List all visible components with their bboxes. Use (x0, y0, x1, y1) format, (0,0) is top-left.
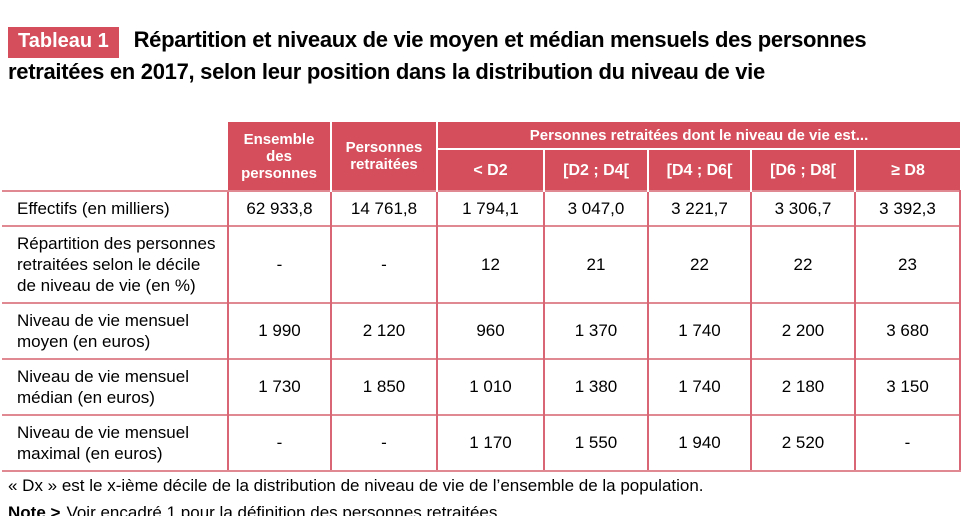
table-cell: 960 (436, 302, 544, 359)
table-cell: 3 221,7 (647, 190, 751, 226)
footnote-definition: « Dx » est le x-ième décile de la distri… (8, 476, 704, 495)
col-header-decile-1: < D2 (436, 149, 544, 191)
table-cell: 2 180 (750, 358, 855, 415)
table-body: Effectifs (en milliers) 62 933,8 14 761,… (2, 190, 962, 472)
table-cell: - (330, 414, 437, 472)
table-number-badge: Tableau 1 (8, 27, 119, 58)
table-cell: 1 850 (330, 358, 437, 415)
table-row-moyen: Niveau de vie mensuel moyen (en euros) 1… (2, 302, 962, 359)
table-cell: 12 (436, 225, 544, 303)
col-header-decile-3: [D4 ; D6[ (647, 149, 751, 191)
col-header-decile-5: ≥ D8 (853, 149, 961, 191)
table-cell: 1 990 (227, 302, 331, 359)
row-label: Niveau de vie mensuel moyen (en euros) (2, 302, 228, 359)
table-cell: 2 120 (330, 302, 437, 359)
col-header-decile-4: [D6 ; D8[ (750, 149, 855, 191)
table-cell: 1 740 (647, 302, 751, 359)
row-label: Niveau de vie mensuel maximal (en euros) (2, 414, 228, 472)
table-cell: 1 170 (436, 414, 544, 472)
table-cell: 23 (853, 225, 962, 303)
table-cell: 1 550 (543, 414, 648, 472)
table-cell: - (227, 414, 331, 472)
table-cell: 1 730 (227, 358, 331, 415)
table-title: Répartition et niveaux de vie moyen et m… (8, 27, 867, 84)
table-cell: 14 761,8 (330, 190, 437, 226)
table-cell: - (227, 225, 331, 303)
table-cell: 2 200 (750, 302, 855, 359)
table-cell: 1 380 (543, 358, 648, 415)
table-cell: 3 306,7 (750, 190, 855, 226)
table-cell: 22 (647, 225, 751, 303)
table-cell: 2 520 (750, 414, 855, 472)
note-label: Note > (8, 503, 61, 516)
table-row-median: Niveau de vie mensuel médian (en euros) … (2, 358, 962, 415)
table-cell: 21 (543, 225, 648, 303)
col-header-ensemble: Ensemble des personnes (228, 122, 331, 191)
table-row-maximal: Niveau de vie mensuel maximal (en euros)… (2, 414, 962, 472)
row-label: Répartition des personnes retraitées sel… (2, 225, 228, 303)
table-cell: 3 680 (853, 302, 962, 359)
row-label: Niveau de vie mensuel médian (en euros) (2, 358, 228, 415)
table-cell: 1 370 (543, 302, 648, 359)
table-header: Ensemble des personnes Personnes retrait… (2, 122, 961, 191)
table-cell: 22 (750, 225, 855, 303)
table-cell: - (853, 414, 962, 472)
table-cell: 1 794,1 (436, 190, 544, 226)
table-cell: 1 740 (647, 358, 751, 415)
col-header-group: Personnes retraitées dont le niveau de v… (435, 122, 961, 150)
row-label: Effectifs (en milliers) (2, 190, 228, 226)
table-cell: 1 940 (647, 414, 751, 472)
footnote-note: Note > Voir encadré 1 pour la définition … (8, 502, 968, 516)
table-cell: - (330, 225, 437, 303)
table-cell: 62 933,8 (227, 190, 331, 226)
table-title-block: Tableau 1 Répartition et niveaux de vie … (8, 26, 942, 85)
data-table: Ensemble des personnes Personnes retrait… (2, 122, 962, 472)
table-row-repartition: Répartition des personnes retraitées sel… (2, 225, 962, 303)
table-cell: 3 150 (853, 358, 962, 415)
table-cell: 1 010 (436, 358, 544, 415)
table-row-effectifs: Effectifs (en milliers) 62 933,8 14 761,… (2, 190, 962, 226)
col-header-retraitees: Personnes retraitées (330, 122, 437, 191)
table-cell: 3 047,0 (543, 190, 648, 226)
col-header-decile-2: [D2 ; D4[ (543, 149, 648, 191)
note-text: Voir encadré 1 pour la définition des pe… (66, 503, 503, 516)
corner-cell (2, 122, 228, 191)
table-cell: 3 392,3 (853, 190, 962, 226)
